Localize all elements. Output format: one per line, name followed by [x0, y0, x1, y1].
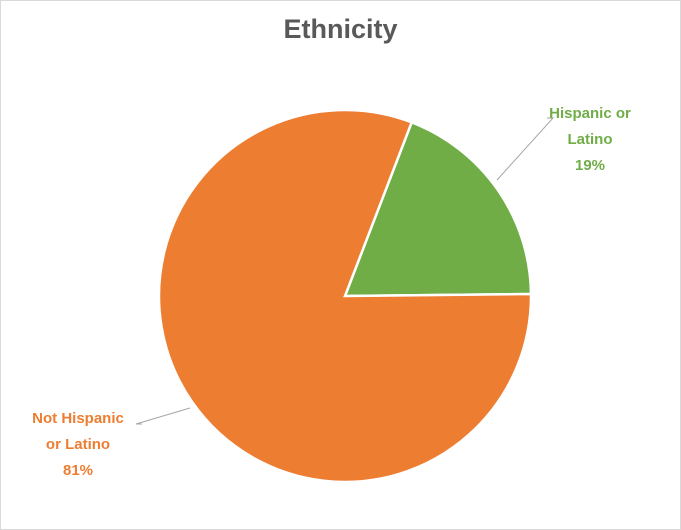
data-label-category: Hispanic or [549, 105, 631, 122]
data-label-category: or Latino [46, 436, 110, 453]
data-label-1: Hispanic or Latino 19% [549, 105, 631, 174]
data-label-percent: 19% [575, 157, 605, 174]
leader-line-2 [135, 407, 191, 425]
data-label-percent: 81% [63, 462, 93, 479]
data-label-category: Latino [568, 131, 613, 148]
pie-slice-1 [343, 120, 533, 298]
data-label-2: Not Hispanic or Latino 81% [32, 410, 124, 479]
chart-title: Ethnicity [283, 14, 398, 44]
data-label-category: Not Hispanic [32, 410, 124, 427]
pie-slice-2 [157, 108, 533, 484]
leader-line-1 [496, 117, 555, 181]
